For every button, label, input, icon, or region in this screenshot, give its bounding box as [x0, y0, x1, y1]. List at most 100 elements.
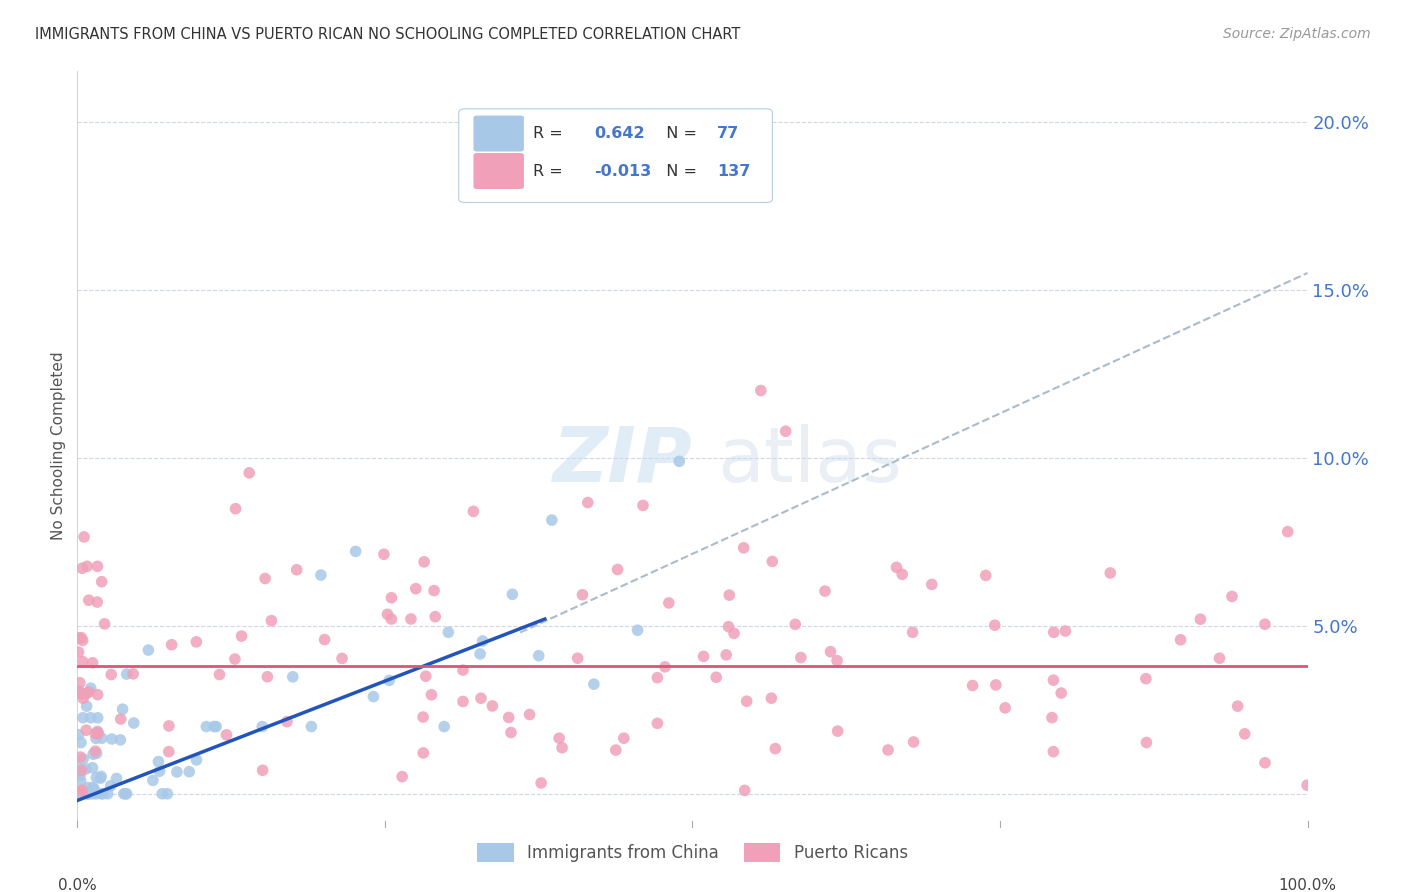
Point: [785, 617, 807, 632]
Point: [425, 609, 447, 624]
Point: [363, 690, 385, 704]
Point: [903, 735, 925, 749]
Point: [654, 660, 676, 674]
Point: [87, 726, 110, 740]
Point: [405, 582, 427, 596]
Point: [530, 776, 553, 790]
Point: [70, 764, 93, 778]
Point: [984, 678, 1007, 692]
Point: [380, 591, 402, 605]
Point: [76, 699, 98, 714]
Point: [1135, 735, 1157, 749]
Point: [519, 707, 541, 722]
Point: [67, 765, 90, 780]
Point: [84, 727, 107, 741]
Point: [1254, 617, 1277, 632]
Point: [451, 663, 474, 677]
Point: [433, 720, 456, 734]
Point: [77, 780, 100, 795]
Point: [90, 731, 112, 746]
Point: [704, 670, 727, 684]
Point: [631, 499, 654, 513]
Point: [527, 648, 550, 663]
Point: [148, 764, 170, 779]
Point: [281, 670, 304, 684]
Point: [647, 716, 669, 731]
Point: [111, 702, 134, 716]
Text: N =: N =: [655, 126, 702, 141]
Point: [1042, 745, 1064, 759]
Point: [69, 684, 91, 698]
Text: 0.0%: 0.0%: [58, 878, 97, 892]
Point: [67, 631, 90, 645]
Point: [567, 651, 589, 665]
Point: [399, 612, 422, 626]
Point: [72, 787, 94, 801]
Point: [790, 650, 813, 665]
Point: [86, 787, 108, 801]
Point: [86, 747, 108, 761]
Point: [692, 649, 714, 664]
Point: [69, 774, 91, 789]
Point: [412, 710, 434, 724]
Point: [714, 648, 737, 662]
Point: [114, 787, 136, 801]
Point: [225, 501, 247, 516]
Point: [962, 679, 984, 693]
Point: [67, 685, 90, 699]
Point: [254, 572, 277, 586]
Point: [761, 554, 783, 568]
Text: R =: R =: [533, 126, 568, 141]
Point: [749, 384, 772, 398]
Point: [658, 596, 681, 610]
Point: [86, 771, 108, 785]
Point: [80, 681, 103, 695]
Point: [413, 555, 436, 569]
Point: [72, 633, 94, 648]
Point: [901, 625, 924, 640]
Point: [75, 687, 97, 701]
Point: [886, 560, 908, 574]
Point: [160, 638, 183, 652]
Point: [100, 667, 122, 681]
Point: [110, 712, 132, 726]
Point: [70, 561, 93, 575]
Point: [90, 769, 112, 783]
Point: [891, 567, 914, 582]
Point: [605, 743, 627, 757]
Point: [501, 587, 523, 601]
Point: [626, 624, 648, 638]
Point: [82, 761, 104, 775]
Point: [86, 725, 108, 739]
Point: [470, 691, 492, 706]
Point: [122, 716, 145, 731]
Point: [551, 740, 574, 755]
FancyBboxPatch shape: [458, 109, 772, 202]
Point: [208, 667, 231, 681]
Point: [156, 787, 179, 801]
Point: [380, 612, 402, 626]
Point: [84, 744, 107, 758]
Point: [260, 614, 283, 628]
Point: [86, 724, 108, 739]
Point: [69, 675, 91, 690]
Point: [150, 787, 173, 801]
Point: [299, 720, 322, 734]
Point: [1220, 590, 1243, 604]
Point: [157, 745, 180, 759]
Point: [75, 762, 97, 776]
Point: [97, 787, 120, 801]
Point: [814, 584, 837, 599]
Text: 0.642: 0.642: [595, 126, 645, 141]
Y-axis label: No Schooling Completed: No Schooling Completed: [51, 351, 66, 541]
Point: [82, 787, 104, 801]
Point: [582, 677, 605, 691]
Point: [463, 504, 485, 518]
Point: [84, 731, 107, 746]
Text: atlas: atlas: [717, 424, 901, 498]
Point: [70, 735, 93, 749]
Point: [186, 635, 208, 649]
Text: -0.013: -0.013: [595, 163, 651, 178]
Point: [70, 783, 93, 797]
Point: [82, 780, 104, 795]
